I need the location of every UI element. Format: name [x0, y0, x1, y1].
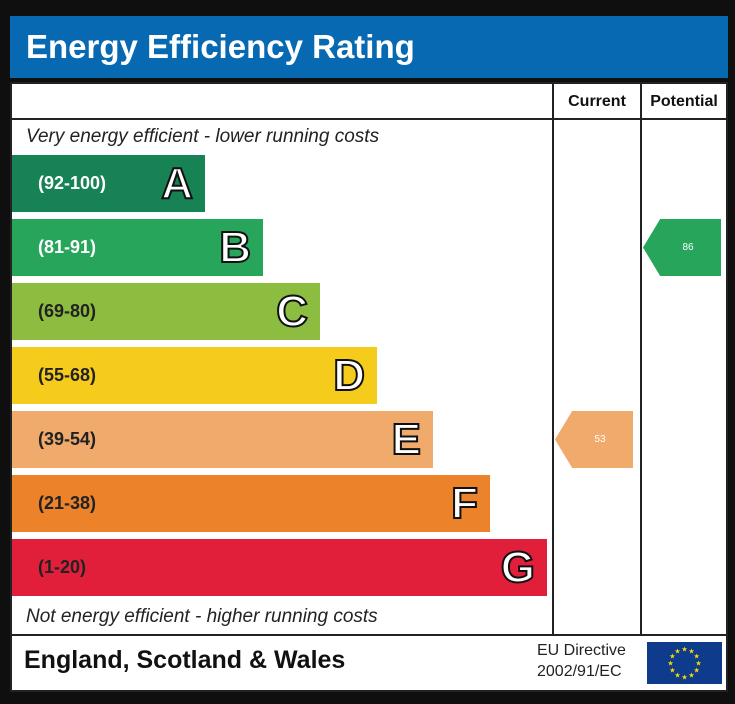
band-range: (55-68): [38, 365, 97, 385]
potential-rating-arrow: 86: [643, 219, 721, 276]
bottom-note: Not energy efficient - higher running co…: [26, 606, 378, 627]
directive-line: EU Directive: [537, 642, 626, 659]
band-range: (81-91): [38, 237, 97, 257]
band-range: (92-100): [38, 173, 107, 193]
eu-star: ★: [688, 647, 694, 655]
eu-star: ★: [688, 672, 694, 680]
band-letter: C: [275, 286, 309, 337]
eu-star: ★: [669, 653, 675, 661]
eu-star: ★: [674, 672, 680, 680]
directive-number: 2002/91/EC: [537, 663, 622, 680]
band-c: (69-80) C: [12, 283, 320, 340]
eu-flag-icon: ★★★★★★★★★ ★ ★★: [647, 642, 722, 684]
band-letter: B: [218, 222, 252, 273]
band-e: (39-54) E: [12, 411, 433, 468]
header-divider: [12, 118, 726, 120]
band-letter: F: [450, 478, 479, 529]
band-letter: E: [391, 414, 422, 465]
rating-panel: Current Potential Very energy efficient …: [10, 82, 728, 692]
band-range: (1-20): [38, 557, 87, 577]
eu-directive: EU Directive 2002/91/EC: [537, 640, 626, 682]
band-letter: D: [332, 350, 366, 401]
band-b: (81-91) B: [12, 219, 263, 276]
chart-title: Energy Efficiency Rating: [10, 16, 728, 78]
eu-star: ★: [693, 667, 699, 675]
region-label: England, Scotland & Wales: [24, 646, 346, 674]
band-range: (21-38): [38, 493, 97, 513]
eu-star: ★: [681, 674, 687, 682]
band-g: (1-20) G: [12, 539, 547, 596]
band-letter: A: [160, 158, 194, 209]
potential-column-header: Potential: [650, 93, 718, 110]
current-rating-arrow: 53: [555, 411, 633, 468]
band-d: (55-68) D: [12, 347, 377, 404]
column-divider: [552, 84, 554, 634]
top-note: Very energy efficient - lower running co…: [26, 126, 380, 147]
eu-star: ★: [669, 667, 675, 675]
eu-star: ★: [681, 646, 687, 654]
band-a: (92-100) A: [12, 155, 205, 212]
eu-star: ★: [693, 653, 699, 661]
eu-star: ★: [695, 660, 701, 668]
band-range: (39-54): [38, 429, 97, 449]
band-letter: G: [500, 542, 536, 593]
column-divider: [640, 84, 642, 634]
footer-divider: [12, 634, 726, 636]
current-column-header: Current: [568, 93, 626, 110]
eu-star: ★: [674, 647, 680, 655]
band-f: (21-38) F: [12, 475, 490, 532]
eu-star: ★: [667, 660, 673, 668]
current-rating-value: 53: [594, 434, 606, 445]
potential-rating-value: 86: [682, 242, 694, 253]
band-range: (69-80): [38, 301, 97, 321]
